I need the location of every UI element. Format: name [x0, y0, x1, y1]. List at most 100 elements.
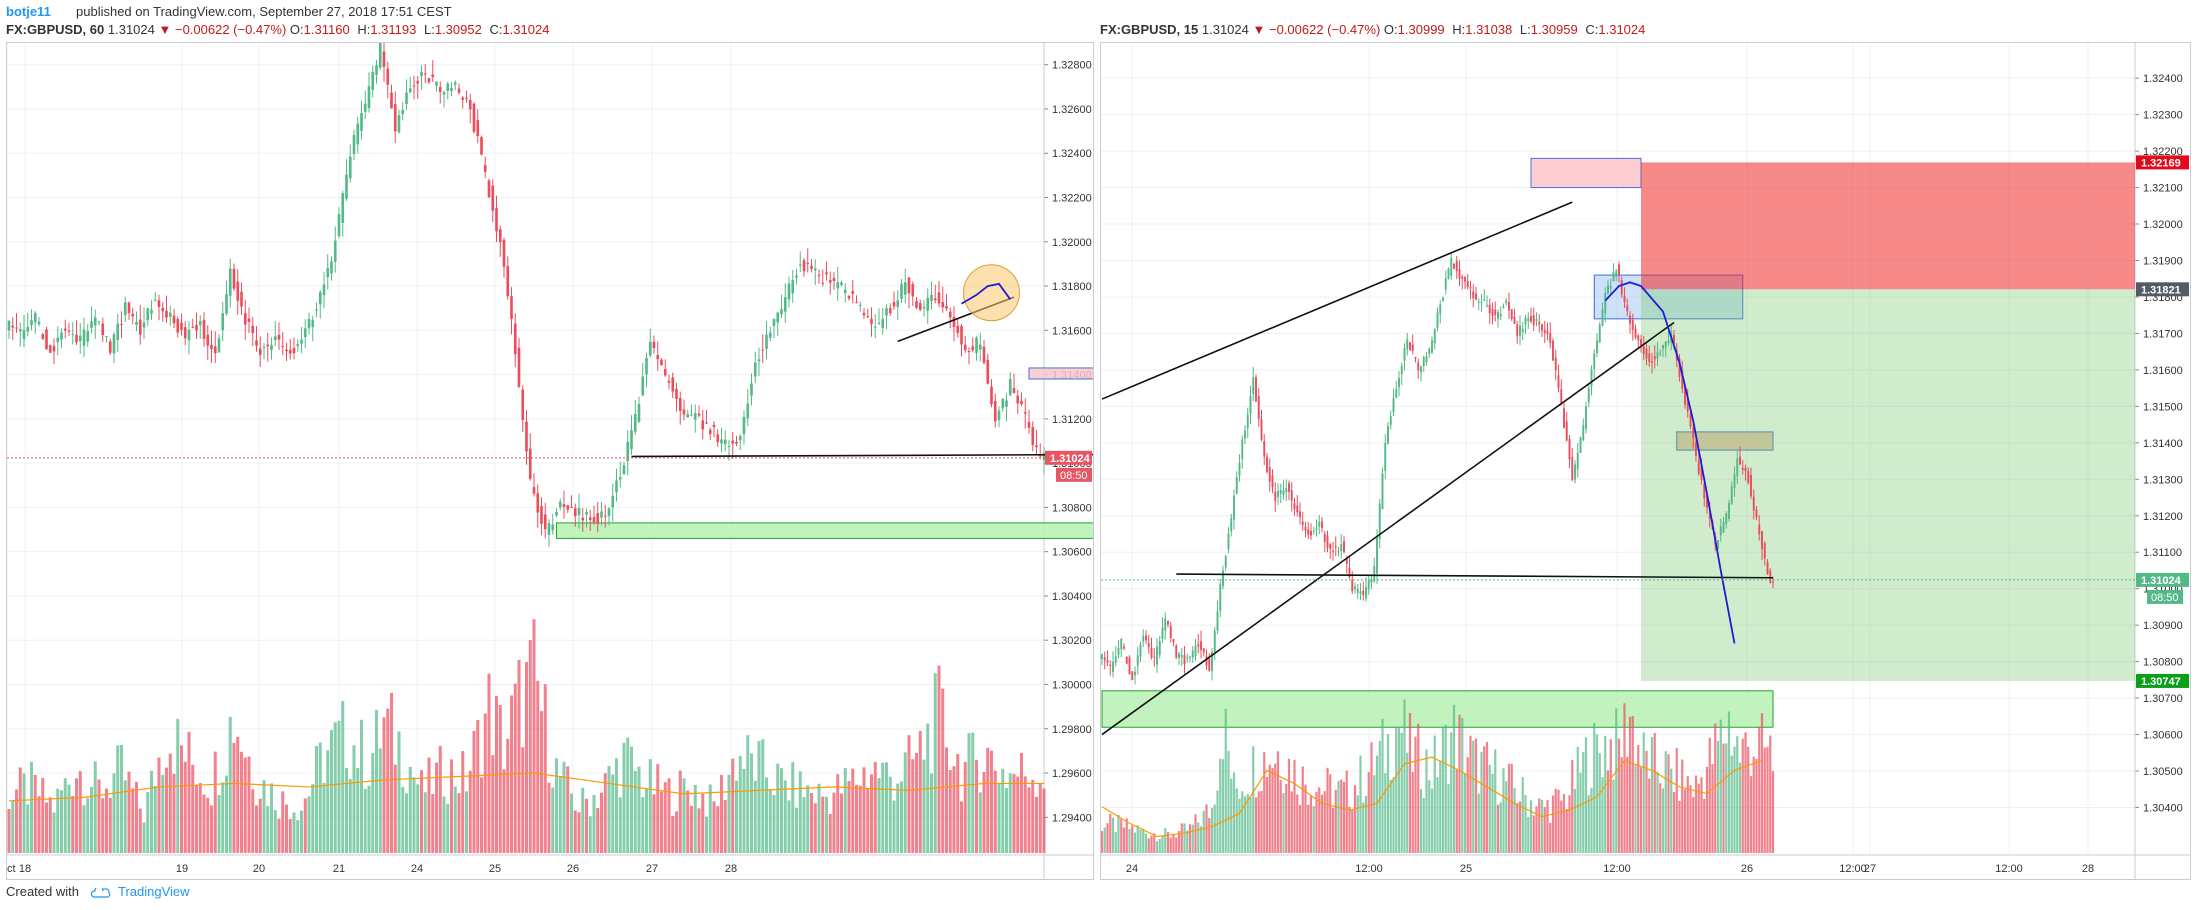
volume-bar	[56, 788, 60, 853]
volume-bar	[795, 807, 798, 853]
volume-bar	[1001, 768, 1005, 853]
candle-body	[1689, 413, 1692, 427]
volume-bar	[506, 738, 510, 853]
volume-bar	[1711, 764, 1714, 853]
candle-body	[101, 323, 105, 336]
candle-body	[843, 289, 847, 294]
volume-bar	[686, 790, 690, 853]
volume-bar	[330, 730, 333, 853]
candle-body	[1403, 348, 1406, 361]
candle-body	[978, 344, 982, 350]
volume-bar	[1232, 772, 1236, 853]
candle-body	[1175, 645, 1178, 658]
volume-bar	[967, 733, 971, 853]
candle-body	[142, 322, 146, 328]
volume-bar	[930, 773, 933, 853]
volume-bar	[1378, 740, 1381, 853]
volume-bar	[315, 745, 318, 853]
y-tick-label: 1.31500	[2143, 401, 2183, 413]
candle-body	[37, 321, 41, 325]
candle-body	[56, 337, 60, 343]
candle-body	[1596, 340, 1598, 353]
candle-body	[1612, 272, 1615, 282]
candle-body	[1472, 291, 1475, 299]
volume-bar	[195, 785, 198, 853]
volume-bar	[1169, 837, 1172, 853]
volume-bar	[382, 717, 386, 853]
y-tick-label: 1.32200	[1052, 193, 1092, 205]
volume-bar	[1125, 818, 1128, 853]
chart-60m-svg[interactable]: 1.32800 1.32600 1.32400 1.32200 1.32000 1.318…	[7, 43, 1093, 879]
volume-bar	[1730, 755, 1733, 853]
chart-15m-svg[interactable]: 1.32400 1.32300 1.32200 1.32100 1.32000 1.319…	[1101, 43, 2190, 879]
candle-body	[1692, 427, 1695, 439]
candle-body	[817, 274, 821, 276]
x-tick-label: 27	[1864, 863, 1876, 875]
volume-bar	[1155, 841, 1159, 853]
volume-bar	[1219, 758, 1222, 853]
candle-body	[1750, 475, 1752, 497]
author-name[interactable]: botje11	[6, 4, 51, 19]
candle-body	[1197, 644, 1200, 647]
left-last-price: 1.31024	[107, 22, 155, 37]
volume-bar	[1166, 832, 1170, 853]
x-tick-label: 26	[567, 863, 579, 875]
volume-bar	[1425, 749, 1428, 853]
candle-body	[1167, 620, 1169, 625]
volume-bar	[345, 767, 348, 853]
candle-body	[191, 326, 195, 328]
candle-body	[806, 262, 810, 264]
volume-bar	[1758, 727, 1761, 853]
candle-body	[791, 280, 795, 294]
volume-bar	[1510, 763, 1513, 853]
candle-body	[926, 297, 930, 311]
candle-body	[453, 82, 457, 85]
volume-bar	[1177, 830, 1181, 853]
volume-bar	[1353, 785, 1357, 853]
volume-bar	[1430, 788, 1434, 853]
candle-body	[1235, 477, 1238, 494]
volume-bar	[1042, 788, 1046, 853]
volume-bar	[787, 800, 791, 853]
tradingview-link[interactable]: TradingView	[118, 884, 190, 899]
chart-panel-15m[interactable]: 1.32400 1.32300 1.32200 1.32100 1.32000 1.319…	[1100, 42, 2191, 880]
volume-bar	[592, 794, 596, 853]
volume-bar	[292, 812, 296, 853]
candle-body	[1563, 408, 1565, 428]
volume-bar	[498, 704, 502, 853]
candle-body	[1576, 452, 1579, 470]
volume-bar	[1254, 797, 1258, 853]
candle-body	[986, 359, 990, 384]
candle-body	[1307, 529, 1310, 535]
volume-bar	[1645, 750, 1648, 853]
candle-body	[652, 341, 656, 349]
volume-bar	[573, 810, 577, 853]
candle-body	[840, 282, 843, 286]
candle-body	[765, 334, 768, 349]
volume-bar	[978, 792, 982, 853]
volume-bar	[566, 766, 570, 853]
candle-body	[911, 284, 915, 297]
candle-body	[108, 341, 112, 353]
y-tick-label: 1.32100	[2143, 183, 2183, 195]
candle-body	[1483, 299, 1486, 301]
volume-bar	[1414, 736, 1417, 853]
trend-line	[1101, 321, 1675, 736]
candle-body	[1005, 400, 1008, 407]
volume-bar	[1491, 773, 1494, 853]
volume-bar	[843, 768, 847, 853]
volume-bar	[1271, 767, 1274, 853]
candle-body	[1194, 645, 1197, 657]
volume-bar	[903, 752, 907, 853]
candle-body	[1332, 550, 1334, 552]
volume-bar	[870, 774, 873, 853]
candle-body	[1343, 541, 1345, 553]
candle-body	[1648, 353, 1651, 362]
candle-body	[1395, 389, 1398, 398]
candle-body	[491, 185, 495, 211]
volume-bar	[558, 776, 562, 853]
candle-body	[1414, 357, 1417, 359]
chart-panel-60m[interactable]: 1.32800 1.32600 1.32400 1.32200 1.32000 1.318…	[6, 42, 1094, 880]
volume-bar	[446, 803, 450, 853]
volume-bar	[1527, 816, 1530, 853]
